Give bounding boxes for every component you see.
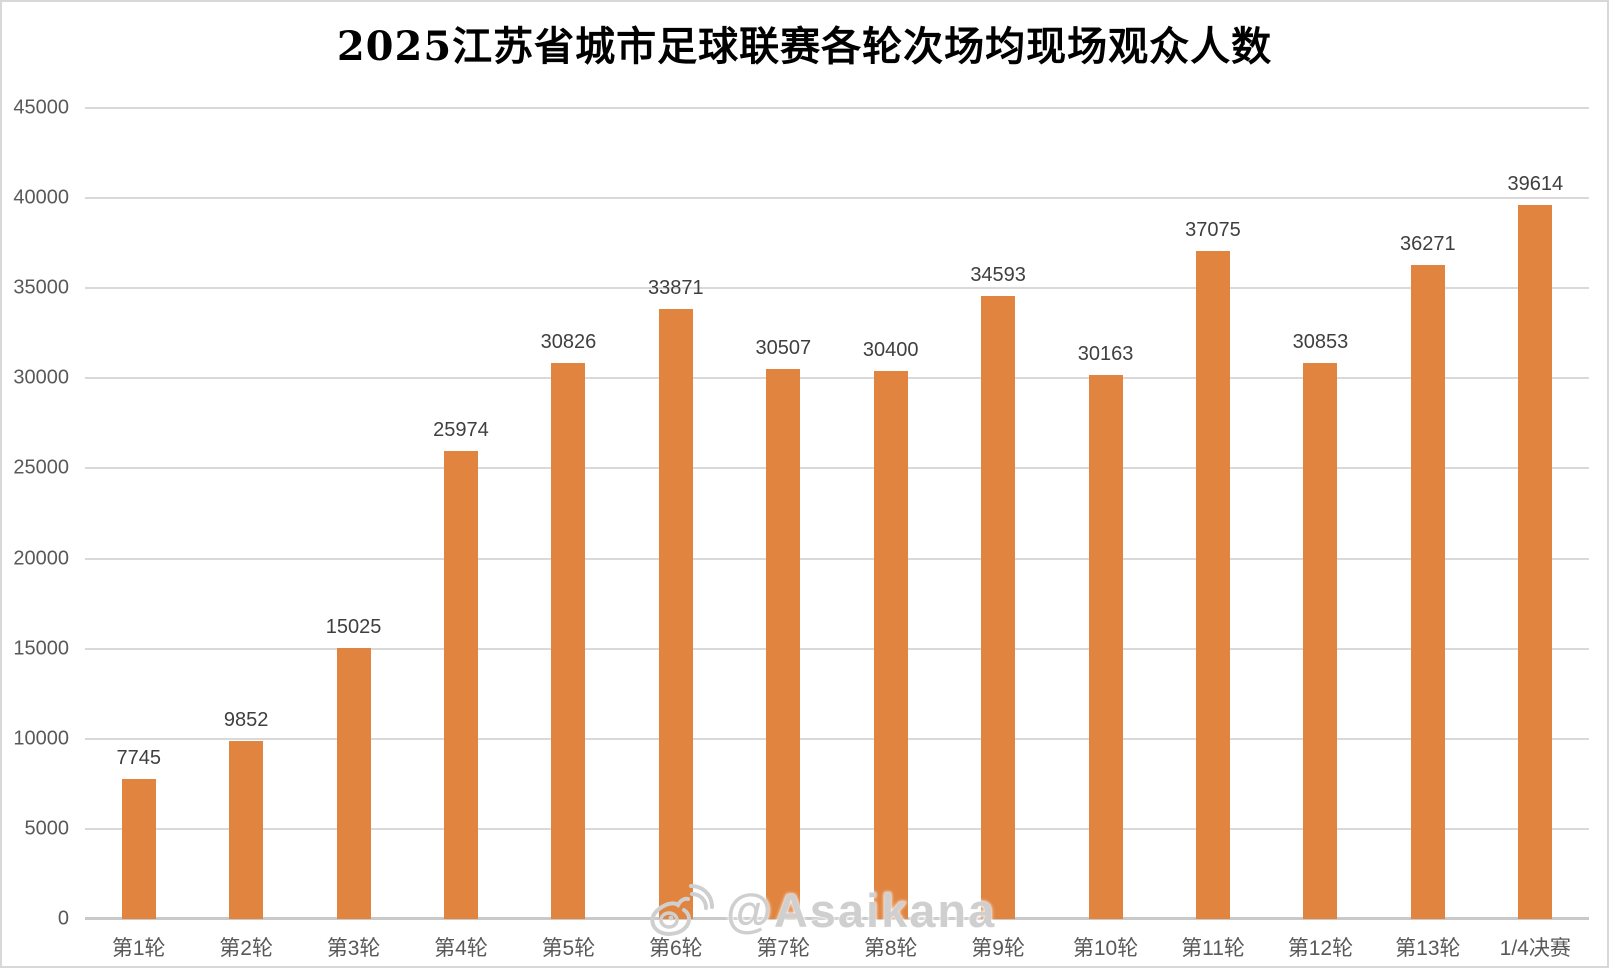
- gridline: [85, 287, 1589, 290]
- data-label: 34593: [970, 263, 1026, 286]
- bar: 30400: [863, 339, 919, 919]
- data-label: 33871: [648, 276, 704, 299]
- x-category-label: 第3轮: [326, 937, 381, 960]
- gridline: [85, 467, 1589, 470]
- data-label: 39614: [1507, 173, 1564, 196]
- bar: 34593: [970, 264, 1026, 919]
- x-category-label: 第12轮: [1287, 937, 1354, 960]
- y-tick-label: 45000: [13, 96, 69, 119]
- bar: 30163: [1078, 343, 1133, 919]
- bar-column: 25974 第4轮: [407, 108, 514, 960]
- x-axis-line: [85, 917, 1589, 920]
- y-tick-label: 30000: [13, 366, 69, 389]
- data-label: 30826: [540, 331, 597, 354]
- gridline: [85, 377, 1589, 380]
- gridline: [85, 557, 1589, 560]
- gridline: [85, 647, 1589, 650]
- data-label: 9852: [223, 709, 269, 732]
- bar: 30853: [1293, 331, 1348, 919]
- bar: 33871: [648, 277, 704, 919]
- gridline: [85, 737, 1589, 740]
- bar: 7745: [116, 747, 161, 919]
- x-category-label: 第1轮: [111, 937, 166, 960]
- bar: 39614: [1507, 173, 1563, 919]
- chart-title: 2025江苏省城市足球联赛各轮次场均现场观众人数: [336, 23, 1273, 70]
- y-tick-label: 40000: [13, 186, 69, 209]
- bar: 37075: [1185, 219, 1241, 919]
- x-category-label: 第4轮: [434, 937, 488, 960]
- x-category-label: 第11轮: [1181, 937, 1245, 960]
- bar-column: 30507 第7轮: [730, 108, 837, 960]
- data-label: 30163: [1077, 343, 1134, 366]
- x-category-label: 第9轮: [971, 937, 1025, 960]
- y-tick-label: 10000: [13, 727, 69, 750]
- data-label: 36271: [1400, 233, 1456, 256]
- bar-column: 37075 第11轮: [1159, 108, 1266, 960]
- data-label: 7745: [116, 747, 161, 770]
- bar-column: 7745 第1轮: [85, 108, 192, 960]
- bar-column: 33871 第6轮: [622, 108, 729, 960]
- x-category-label: 第10轮: [1072, 937, 1139, 960]
- gridline: [85, 107, 1589, 109]
- data-label: 25974: [433, 418, 489, 441]
- bar-column: 36271 第13轮: [1374, 108, 1481, 960]
- bar: 9852: [224, 709, 268, 919]
- x-category-label: 第5轮: [541, 937, 596, 960]
- bar-column: 15025 第3轮: [300, 108, 407, 960]
- bar-column: 30400 第8轮: [837, 108, 944, 960]
- data-label: 37075: [1185, 218, 1241, 241]
- y-tick-label: 20000: [13, 547, 69, 570]
- y-tick-label: 5000: [24, 817, 70, 840]
- x-category-label: 第8轮: [863, 937, 918, 960]
- gridline: [85, 197, 1589, 200]
- plot-area: 0 5000 10000 15000 20000 25000 30000 35000 40000…: [13, 97, 1589, 960]
- bar-column: 39614 1/4决赛: [1482, 108, 1589, 960]
- bar: 36271: [1400, 233, 1456, 919]
- x-category-label: 第7轮: [756, 937, 811, 960]
- data-label: 30400: [862, 339, 919, 362]
- y-tick-label: 35000: [13, 276, 69, 299]
- bar-column: 34593 第9轮: [944, 108, 1051, 960]
- data-label: 15025: [325, 616, 382, 639]
- bar-column: 9852 第2轮: [192, 108, 299, 960]
- bar-column: 30163 第10轮: [1052, 108, 1159, 960]
- y-tick-label: 25000: [13, 456, 69, 479]
- data-label: 30853: [1292, 330, 1349, 353]
- x-category-label: 第2轮: [219, 937, 273, 960]
- x-category-label: 第13轮: [1395, 937, 1461, 960]
- bar-column: 30826 第5轮: [515, 108, 622, 960]
- x-category-label: 第6轮: [649, 937, 703, 960]
- bar: 30826: [541, 331, 596, 919]
- bar: 15025: [326, 616, 381, 919]
- y-tick-label: 0: [57, 907, 69, 930]
- x-category-label: 1/4决赛: [1499, 937, 1571, 960]
- gridline: [85, 827, 1589, 830]
- bar-column: 30853 第12轮: [1267, 108, 1374, 960]
- y-tick-label: 15000: [13, 637, 69, 660]
- bar: 30507: [755, 337, 811, 919]
- data-label: 30507: [755, 337, 812, 360]
- bar: 25974: [433, 419, 489, 919]
